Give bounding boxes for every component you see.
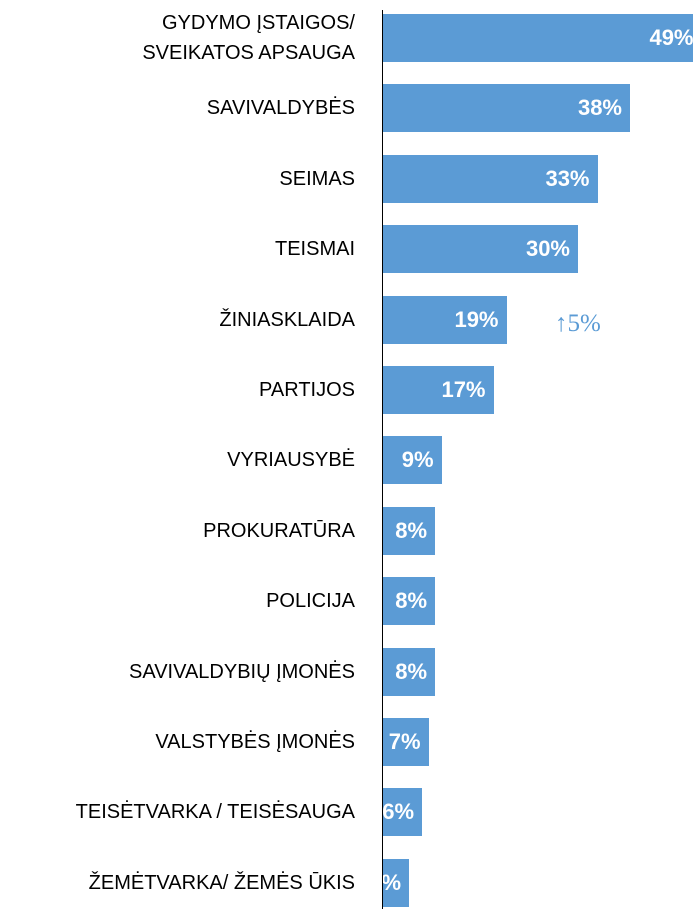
category-label: VALSTYBĖS ĮMONĖS xyxy=(155,731,355,753)
value-label: 8% xyxy=(395,658,427,684)
bar: 9% xyxy=(383,436,442,485)
bar: 49% xyxy=(383,14,693,62)
category-label: ŽEMĖTVARKA/ ŽEMĖS ŪKIS xyxy=(88,871,355,894)
bar: 8% xyxy=(383,647,435,696)
bar: 38% xyxy=(383,84,630,133)
category-label: ŽINIASKLAIDA xyxy=(219,308,355,331)
bar: 30% xyxy=(383,225,578,274)
value-label: 8% xyxy=(395,517,427,543)
value-label: 49% xyxy=(649,25,693,50)
category-label: TEISMAI xyxy=(274,238,355,261)
bar: 33% xyxy=(383,154,598,203)
bar: 8% xyxy=(383,506,435,555)
value-label: 30% xyxy=(525,236,570,262)
category-label: SAVIVALDYBĖS xyxy=(206,97,355,120)
category-label: PROKURATŪRA xyxy=(203,519,355,542)
category-label: PARTIJOS xyxy=(259,379,355,401)
value-label: 6% xyxy=(383,799,414,825)
value-label: 7% xyxy=(388,729,421,754)
value-label: 8% xyxy=(395,588,427,614)
category-label: VYRIAUSYBĖ xyxy=(227,449,355,472)
bar: 6% xyxy=(383,788,422,837)
category-label: GYDYMO ĮSTAIGOS/ SVEIKATOS APSAUGA xyxy=(142,12,355,64)
bar: 8% xyxy=(383,577,435,626)
value-label: 9% xyxy=(401,447,434,473)
value-label: 17% xyxy=(441,377,486,402)
bar: 7% xyxy=(383,718,429,766)
bar: 4% xyxy=(383,858,409,907)
value-label: 4% xyxy=(383,869,401,895)
value-label: 38% xyxy=(577,95,622,121)
category-label: SAVIVALDYBIŲ ĮMONĖS xyxy=(129,660,355,683)
category-label: POLICIJA xyxy=(266,590,355,613)
value-label: 33% xyxy=(545,165,590,191)
category-label: SEIMAS xyxy=(279,167,355,190)
bar: 17% xyxy=(383,366,494,414)
category-axis xyxy=(382,10,383,909)
bar: 19% xyxy=(383,295,507,344)
category-label: TEISĖTVARKA / TEISĖSAUGA xyxy=(75,801,355,824)
value-label: 19% xyxy=(454,306,499,332)
annotation: ↑5% xyxy=(555,309,601,337)
